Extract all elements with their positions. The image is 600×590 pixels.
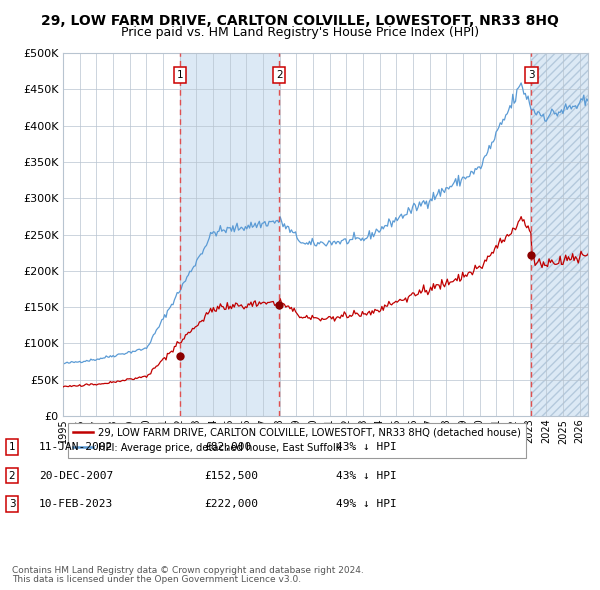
Text: 10-FEB-2023: 10-FEB-2023	[39, 499, 113, 509]
Text: 2: 2	[8, 471, 16, 480]
Bar	[532, 53, 588, 416]
Text: 20-DEC-2007: 20-DEC-2007	[39, 471, 113, 480]
Text: 11-JAN-2002: 11-JAN-2002	[39, 442, 113, 452]
Bar	[532, 53, 588, 416]
Text: 43% ↓ HPI: 43% ↓ HPI	[336, 442, 397, 452]
Legend: 29, LOW FARM DRIVE, CARLTON COLVILLE, LOWESTOFT, NR33 8HQ (detached house), HPI:: 29, LOW FARM DRIVE, CARLTON COLVILLE, LO…	[68, 423, 526, 458]
Text: This data is licensed under the Open Government Licence v3.0.: This data is licensed under the Open Gov…	[12, 575, 301, 584]
Bar	[180, 53, 279, 416]
Text: £222,000: £222,000	[204, 499, 258, 509]
Text: Price paid vs. HM Land Registry's House Price Index (HPI): Price paid vs. HM Land Registry's House …	[121, 26, 479, 39]
Text: Contains HM Land Registry data © Crown copyright and database right 2024.: Contains HM Land Registry data © Crown c…	[12, 566, 364, 575]
Text: 3: 3	[8, 499, 16, 509]
Text: 1: 1	[8, 442, 16, 452]
Text: 49% ↓ HPI: 49% ↓ HPI	[336, 499, 397, 509]
Text: 29, LOW FARM DRIVE, CARLTON COLVILLE, LOWESTOFT, NR33 8HQ: 29, LOW FARM DRIVE, CARLTON COLVILLE, LO…	[41, 14, 559, 28]
Text: £152,500: £152,500	[204, 471, 258, 480]
Text: 2: 2	[276, 70, 283, 80]
Text: £82,000: £82,000	[204, 442, 251, 452]
Text: 1: 1	[177, 70, 184, 80]
Text: 43% ↓ HPI: 43% ↓ HPI	[336, 471, 397, 480]
Text: 3: 3	[528, 70, 535, 80]
